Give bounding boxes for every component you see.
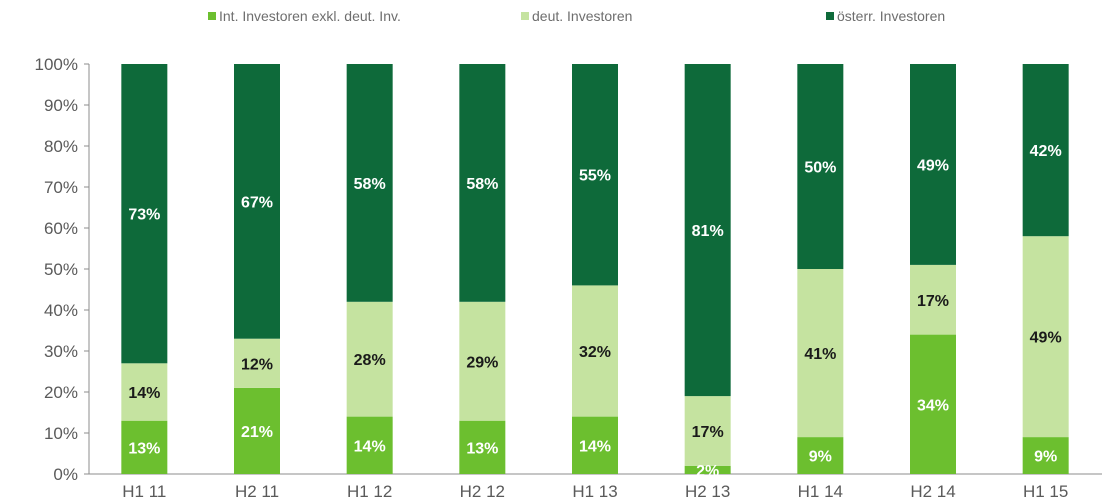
data-label-oesterr-investoren: 58% <box>466 176 498 193</box>
legend-label-1: Int. Investoren exkl. deut. Inv. <box>219 8 401 24</box>
x-category-label: H1 15 <box>1023 482 1068 501</box>
x-category-label: H1 11 <box>122 482 166 501</box>
x-category-label: H1 14 <box>798 482 843 501</box>
data-label-deut-investoren: 49% <box>1030 330 1062 347</box>
data-label-int-investoren: 9% <box>1034 449 1057 466</box>
y-tick-label: 90% <box>44 96 78 115</box>
data-label-deut-investoren: 12% <box>241 356 273 373</box>
data-label-int-investoren: 14% <box>354 438 386 455</box>
data-label-deut-investoren: 17% <box>692 424 724 441</box>
data-label-deut-investoren: 29% <box>466 354 498 371</box>
data-label-deut-investoren: 14% <box>128 385 160 402</box>
y-tick-label: 0% <box>53 465 78 484</box>
y-tick-label: 60% <box>44 219 78 238</box>
y-tick-label: 10% <box>44 424 78 443</box>
x-category-label: H2 13 <box>685 482 730 501</box>
data-label-oesterr-investoren: 67% <box>241 194 273 211</box>
data-label-int-investoren: 13% <box>466 440 498 457</box>
x-category-label: H1 12 <box>347 482 392 501</box>
x-category-label: H2 12 <box>460 482 505 501</box>
data-label-oesterr-investoren: 50% <box>804 160 836 177</box>
data-label-oesterr-investoren: 42% <box>1030 143 1062 160</box>
data-label-oesterr-investoren: 81% <box>692 223 724 240</box>
data-label-deut-investoren: 32% <box>579 344 611 361</box>
data-label-int-investoren: 21% <box>241 424 273 441</box>
data-label-int-investoren: 2% <box>696 463 719 480</box>
data-label-deut-investoren: 17% <box>917 293 949 310</box>
x-axis-categories: H1 11 H2 11 H1 12 H2 12 H1 13 H2 13 H1 14 H2 14… <box>122 482 1068 501</box>
data-label-int-investoren: 13% <box>128 440 160 457</box>
y-tick-label: 100% <box>35 55 78 74</box>
data-label-deut-investoren: 28% <box>354 352 386 369</box>
y-tick-label: 30% <box>44 342 78 361</box>
legend-swatch-1 <box>208 12 216 20</box>
x-category-label: H2 14 <box>910 482 955 501</box>
legend: Int. Investoren exkl. deut. Inv. deut. In… <box>208 8 945 24</box>
legend-swatch-3 <box>826 12 834 20</box>
legend-label-3: österr. Investoren <box>837 8 945 24</box>
y-tick-label: 20% <box>44 383 78 402</box>
data-label-oesterr-investoren: 55% <box>579 168 611 185</box>
legend-label-2: deut. Investoren <box>532 8 632 24</box>
data-label-int-investoren: 14% <box>579 438 611 455</box>
data-label-oesterr-investoren: 73% <box>128 207 160 224</box>
x-category-label: H1 13 <box>572 482 617 501</box>
y-tick-label: 50% <box>44 260 78 279</box>
y-tick-label: 80% <box>44 137 78 156</box>
x-category-label: H2 11 <box>235 482 279 501</box>
y-tick-label: 70% <box>44 178 78 197</box>
legend-swatch-2 <box>521 12 529 20</box>
data-label-int-investoren: 9% <box>809 449 832 466</box>
data-label-oesterr-investoren: 58% <box>354 176 386 193</box>
y-tick-label: 40% <box>44 301 78 320</box>
data-label-oesterr-investoren: 49% <box>917 157 949 174</box>
data-label-int-investoren: 34% <box>917 397 949 414</box>
data-label-deut-investoren: 41% <box>804 346 836 363</box>
